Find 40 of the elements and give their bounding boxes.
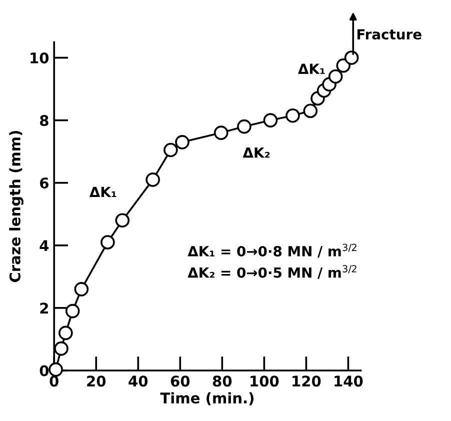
point <box>74 282 89 296</box>
point <box>164 142 178 158</box>
x-tick-label: 120 <box>292 376 321 387</box>
y-tick-label: 2 <box>40 302 48 314</box>
point <box>48 362 63 377</box>
point <box>336 58 351 73</box>
y-tick-label: 10 <box>30 52 49 64</box>
annotation: ΔK₁ <box>89 186 116 198</box>
x-axis-title: Time (min.) <box>160 392 254 406</box>
x-tick-label: 80 <box>212 376 232 387</box>
y-tick-label: 6 <box>40 178 48 189</box>
x-tick-label: 40 <box>128 376 148 387</box>
point <box>115 213 130 228</box>
text: Fracture <box>357 29 422 40</box>
point <box>100 235 115 250</box>
y-tick-label: 8 <box>40 115 48 126</box>
point <box>58 326 73 340</box>
y-tick-label: 4 <box>40 240 49 251</box>
point <box>344 50 359 65</box>
point <box>214 126 228 140</box>
point <box>286 108 300 123</box>
y-tick-label: 0 <box>40 365 49 376</box>
point <box>65 304 80 318</box>
point <box>263 113 278 128</box>
point <box>237 119 252 134</box>
x-tick-label: 60 <box>170 376 190 387</box>
x-tick-label: 140 <box>334 376 363 387</box>
point <box>303 104 318 118</box>
point <box>54 341 68 356</box>
x-tick-label: 0 <box>50 376 58 387</box>
x-tick-label: 20 <box>87 376 106 387</box>
annotation: ΔK₂ = 0→0·5 MN / m$^{3/2}$ <box>188 265 356 279</box>
annotation: ΔK₂ <box>242 147 270 158</box>
annotation: ΔK₁ = 0→0·8 MN / m$^{3/2}$ <box>188 244 356 258</box>
annotation: ΔK₁ <box>298 64 325 74</box>
point <box>146 172 160 187</box>
point <box>328 69 343 84</box>
point <box>175 135 190 150</box>
x-tick-label: 100 <box>250 376 279 387</box>
y-axis-title: Craze length (mm) <box>9 131 24 282</box>
